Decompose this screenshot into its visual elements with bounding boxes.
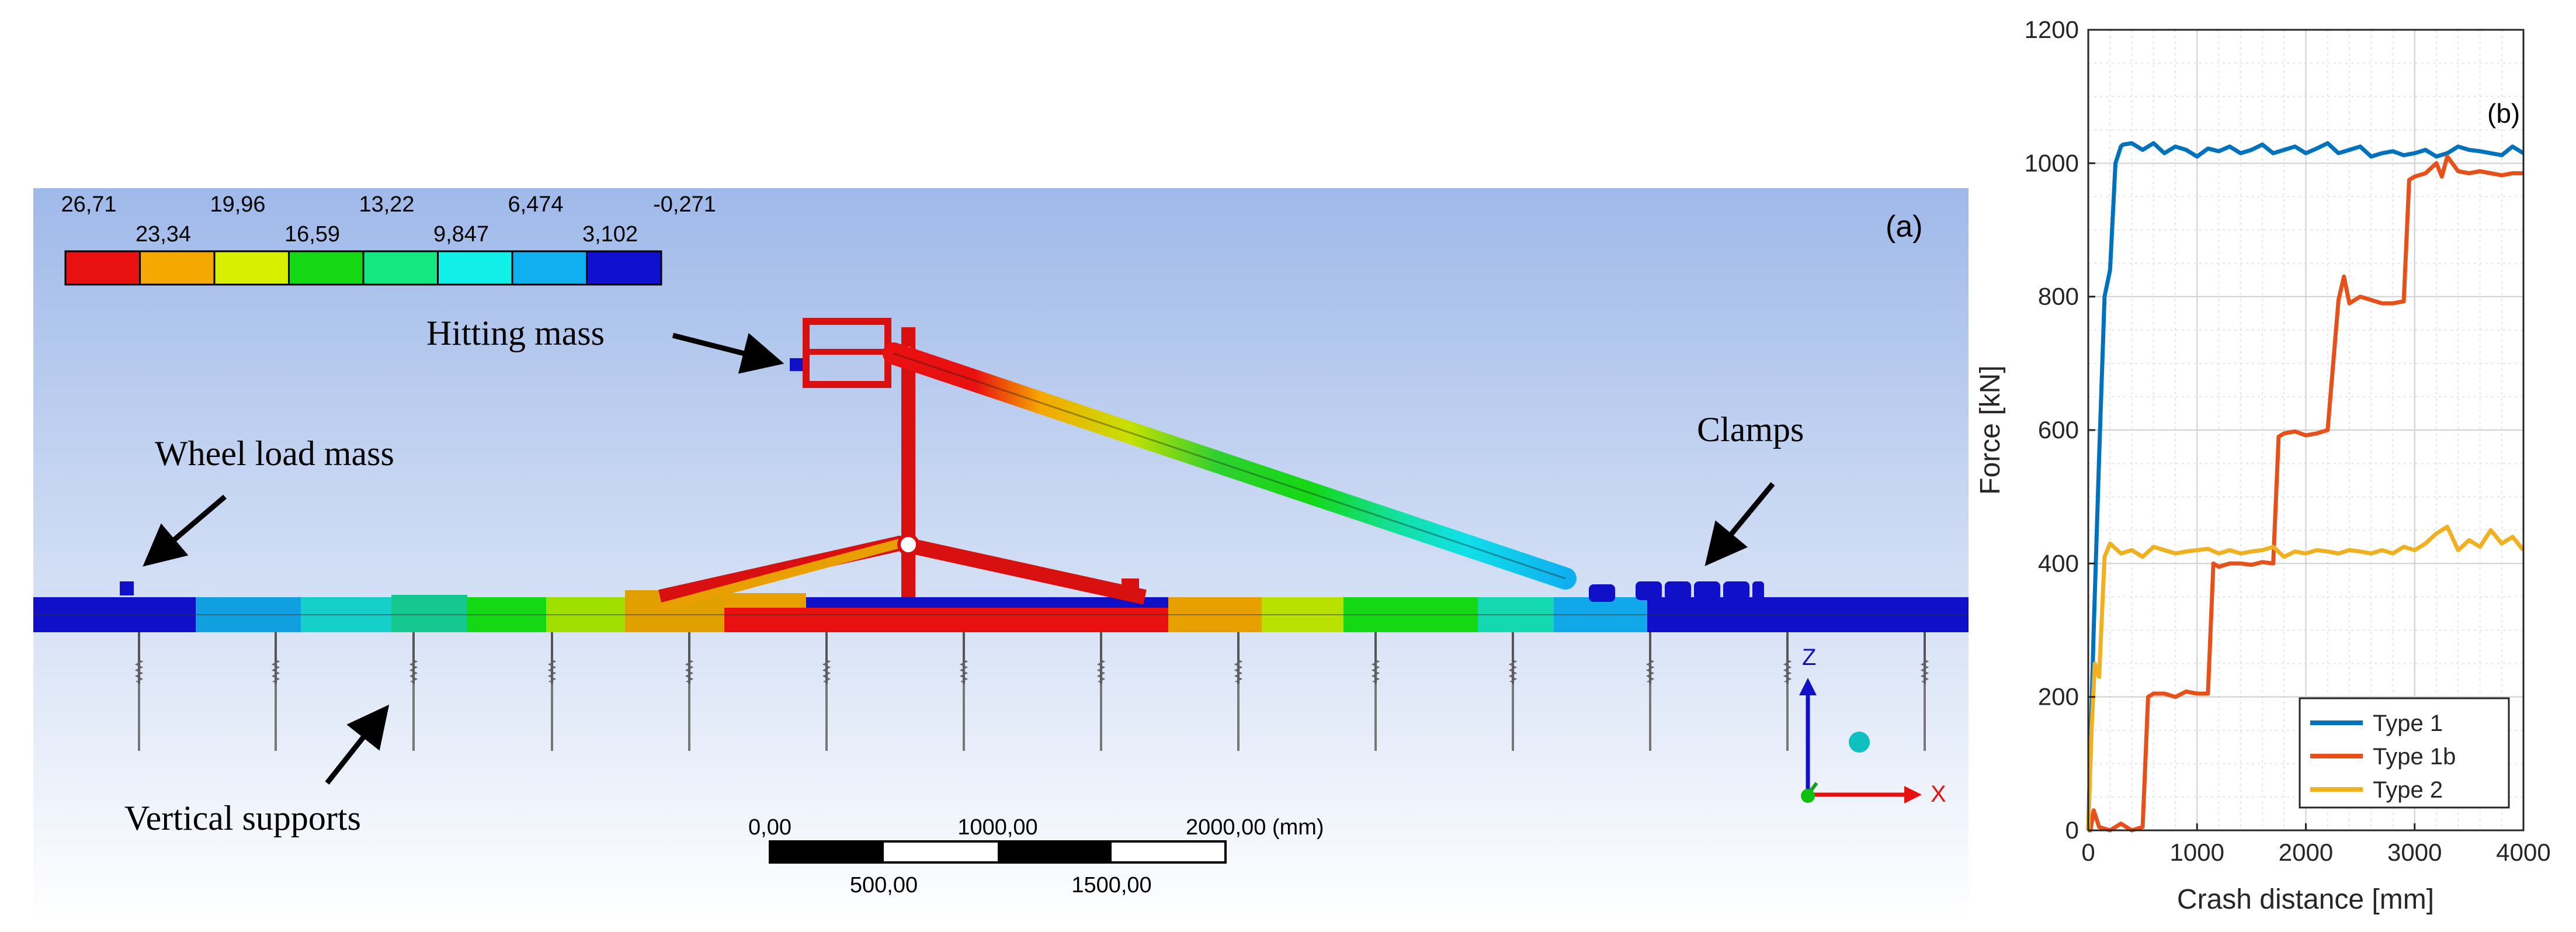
y-tick-400: 400	[2038, 549, 2079, 577]
vertical-support-5	[822, 632, 831, 751]
panel-b-force-chart: 0 1000 2000 3000 4000 020040060080010001200 …	[1975, 16, 2551, 915]
x-tick-4000: 4000	[2496, 839, 2550, 866]
legend-entry-2: Type 2	[2373, 777, 2443, 803]
vertical-support-9	[1371, 632, 1380, 751]
series-line-type-2	[2086, 525, 2525, 831]
legend-swatch-3	[288, 250, 364, 286]
legend-value-top-4: -0,271	[653, 192, 716, 217]
x-tick-labels: 0 1000 2000 3000 4000	[2081, 823, 2551, 866]
series-lines	[2086, 141, 2525, 833]
series-line-type-1	[2086, 141, 2525, 831]
y-tick-1000: 1000	[2025, 149, 2079, 176]
vertical-support-4	[685, 632, 694, 751]
vertical-support-2	[409, 632, 418, 751]
vertical-support-6	[959, 632, 968, 751]
y-tick-800: 800	[2038, 283, 2079, 310]
legend-value-top-2: 13,22	[359, 192, 414, 217]
clamps-arrow	[1704, 482, 1775, 566]
legend-value-bottom-0: 23,34	[136, 222, 191, 247]
legend-value-bottom-2: 9,847	[433, 222, 489, 247]
vertical-support-10	[1508, 632, 1518, 751]
vertical-supports-label: Vertical supports	[124, 799, 361, 837]
wheel-load-mass-block	[120, 581, 134, 595]
hitting-mass-block	[790, 358, 803, 371]
vertical-support-13	[1920, 632, 1929, 751]
legend-swatch-2	[213, 250, 290, 286]
x-axis-label: Crash distance [mm]	[2177, 884, 2434, 915]
clamps-label: Clamps	[1697, 410, 1804, 449]
wheel-load-mass-arrow	[143, 494, 227, 567]
series-line-type-1b	[2088, 154, 2523, 833]
hitting-mass-arrow	[672, 332, 784, 374]
y-tick-0: 0	[2065, 816, 2079, 844]
x-tick-3000: 3000	[2387, 839, 2442, 866]
scale-label-1500: 1500,00	[1071, 873, 1151, 898]
contour-legend	[64, 250, 662, 286]
scale-label-1000: 1000,00	[957, 815, 1037, 840]
legend-value-top-3: 6,474	[508, 192, 563, 217]
y-tick-1200: 1200	[2025, 16, 2079, 43]
vertical-support-12	[1783, 632, 1792, 751]
legend-value-bottom-1: 16,59	[284, 222, 340, 247]
vertical-support-1	[271, 632, 280, 751]
vertical-support-8	[1234, 632, 1243, 751]
vertical-support-springs	[134, 632, 1929, 751]
legend-value-bottom-3: 3,102	[582, 222, 638, 247]
scale-bar: 0,00 1000,00 2000,00 (mm) 500,00 1500,00	[748, 815, 1324, 898]
legend-swatch-0	[64, 250, 141, 286]
triad-x-label: X	[1931, 781, 1946, 807]
x-tick-2000: 2000	[2279, 839, 2333, 866]
legend-entry-1: Type 1b	[2373, 744, 2456, 770]
panel-a-label: (a)	[1886, 210, 1923, 244]
legend-swatch-4	[362, 250, 439, 286]
vertical-support-11	[1645, 632, 1655, 751]
legend-entry-0: Type 1	[2373, 711, 2443, 736]
scale-label-2000: 2000,00 (mm)	[1186, 815, 1324, 840]
crash-beam	[883, 342, 1577, 590]
panel-b-label: (b)	[2487, 98, 2520, 129]
hitting-mass-label: Hitting mass	[426, 314, 605, 352]
x-tick-1000: 1000	[2170, 839, 2224, 866]
wheel-load-mass-label: Wheel load mass	[155, 434, 394, 473]
y-tick-600: 600	[2038, 416, 2079, 444]
legend-swatch-7	[586, 250, 662, 286]
contour-legend-top-values: 26,71 19,96 13,22 6,474 -0,271	[61, 192, 716, 217]
legend-value-top-1: 19,96	[210, 192, 265, 217]
vertical-supports-arrow	[325, 704, 390, 785]
coordinate-triad: Z X	[1799, 645, 1946, 807]
vertical-support-7	[1096, 632, 1106, 751]
contour-legend-bottom-values: 23,34 16,59 9,847 3,102	[136, 222, 638, 247]
x-tick-0: 0	[2081, 839, 2095, 866]
panel-a-fem-model: 26,71 19,96 13,22 6,474 -0,271 23,34 16,59 9,8…	[33, 188, 1969, 924]
legend-swatch-6	[511, 250, 588, 286]
scale-label-500: 500,00	[850, 873, 918, 898]
legend-value-top-0: 26,71	[61, 192, 116, 217]
y-tick-200: 200	[2038, 683, 2079, 711]
y-tick-labels: 0 200 400 600 800 1000 1200	[2025, 16, 2095, 844]
chart-legend: Type 1 Type 1b Type 2	[2299, 697, 2510, 809]
scale-label-0: 0,00	[748, 815, 791, 840]
rail-track	[33, 590, 1969, 632]
vertical-support-3	[547, 632, 557, 751]
viewport-background	[33, 188, 1969, 924]
vertical-support-0	[134, 632, 144, 751]
clamps	[1589, 581, 1764, 602]
legend-swatch-1	[139, 250, 216, 286]
triad-z-label: Z	[1802, 645, 1816, 670]
y-axis-label: Force [kN]	[1975, 365, 2006, 494]
legend-swatch-5	[437, 250, 513, 286]
